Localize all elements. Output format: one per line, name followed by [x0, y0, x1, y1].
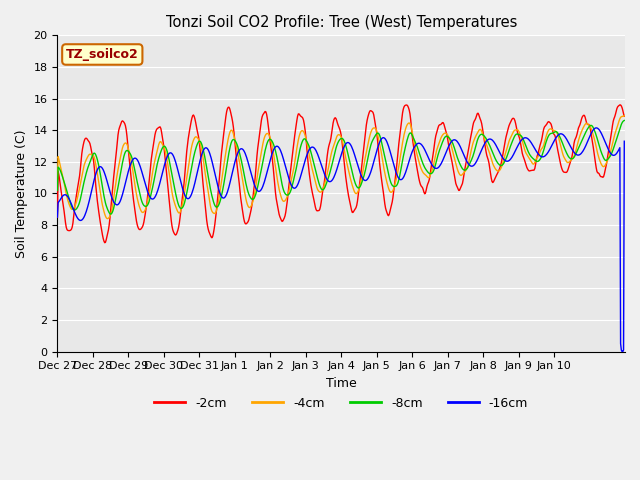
Text: TZ_soilco2: TZ_soilco2 [66, 48, 139, 61]
Title: Tonzi Soil CO2 Profile: Tree (West) Temperatures: Tonzi Soil CO2 Profile: Tree (West) Temp… [166, 15, 517, 30]
Legend: -2cm, -4cm, -8cm, -16cm: -2cm, -4cm, -8cm, -16cm [149, 392, 533, 415]
Y-axis label: Soil Temperature (C): Soil Temperature (C) [15, 129, 28, 258]
X-axis label: Time: Time [326, 377, 356, 390]
